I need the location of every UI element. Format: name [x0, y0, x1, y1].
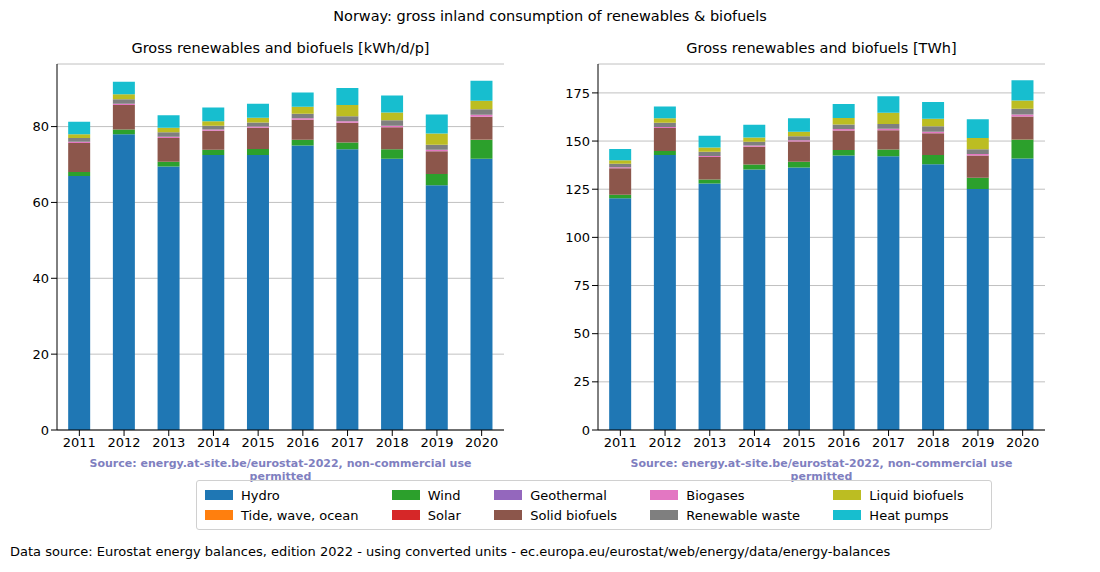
html-text:Solid biofuels: Solid biofuels — [530, 507, 617, 523]
svg-text:25: 25 — [573, 374, 590, 389]
svg-text:125: 125 — [565, 182, 590, 197]
html-text:Source: energy.at-site.be/euro: Source: energy.at-site.be/eurostat-2022,… — [630, 457, 1013, 483]
html-text:Heat pumps: Heat pumps — [869, 507, 949, 523]
html-text:Geothermal: Geothermal — [530, 487, 607, 503]
svg-text:0: 0 — [41, 423, 49, 438]
svg-text:2014: 2014 — [738, 435, 771, 450]
svg-text:0: 0 — [582, 423, 590, 438]
svg-text:2014: 2014 — [197, 435, 230, 450]
svg-text:20: 20 — [32, 347, 49, 362]
html-text:Source: energy.at-site.be/euro: Source: energy.at-site.be/eurostat-2022,… — [89, 457, 472, 483]
svg-text:175: 175 — [565, 86, 590, 101]
html-text:Solar: Solar — [427, 507, 461, 523]
html-text:Renewable waste: Renewable waste — [686, 507, 801, 523]
svg-text:60: 60 — [32, 195, 49, 210]
svg-text:2020: 2020 — [1006, 435, 1039, 450]
svg-text:2012: 2012 — [649, 435, 682, 450]
html-text:Data source: Eurostat energy b: Data source: Eurostat energy balances, e… — [10, 544, 891, 559]
svg-text:2016: 2016 — [286, 435, 319, 450]
svg-text:2012: 2012 — [108, 435, 141, 450]
svg-text:2020: 2020 — [465, 435, 498, 450]
html-text:Tide, wave, ocean: Tide, wave, ocean — [241, 507, 359, 523]
svg-text:2017: 2017 — [872, 435, 905, 450]
html-text:Liquid biofuels: Liquid biofuels — [869, 487, 964, 503]
svg-text:2018: 2018 — [376, 435, 409, 450]
svg-text:2013: 2013 — [693, 435, 726, 450]
html-text:Wind: Wind — [427, 487, 461, 503]
svg-text:100: 100 — [565, 230, 590, 245]
svg-text:2019: 2019 — [961, 435, 994, 450]
svg-text:2016: 2016 — [827, 435, 860, 450]
svg-text:50: 50 — [573, 326, 590, 341]
svg-text:2017: 2017 — [331, 435, 364, 450]
svg-text:2011: 2011 — [63, 435, 96, 450]
svg-text:2013: 2013 — [152, 435, 185, 450]
html-text:Norway: gross inland consumpti: Norway: gross inland consumption of rene… — [333, 8, 767, 24]
svg-text:2019: 2019 — [420, 435, 453, 450]
svg-text:80: 80 — [32, 119, 49, 134]
html-text:Hydro: Hydro — [241, 487, 280, 503]
svg-text:2011: 2011 — [604, 435, 637, 450]
svg-text:2015: 2015 — [783, 435, 816, 450]
html-text:Biogases: Biogases — [686, 487, 745, 503]
svg-text:75: 75 — [573, 278, 590, 293]
svg-text:150: 150 — [565, 134, 590, 149]
svg-text:40: 40 — [32, 271, 49, 286]
html-text:Gross renewables and biofuels: Gross renewables and biofuels [TWh] — [686, 40, 957, 56]
svg-text:2018: 2018 — [917, 435, 950, 450]
html-text:Gross renewables and biofuels: Gross renewables and biofuels [kWh/d/p] — [131, 40, 430, 56]
svg-text:2015: 2015 — [242, 435, 275, 450]
